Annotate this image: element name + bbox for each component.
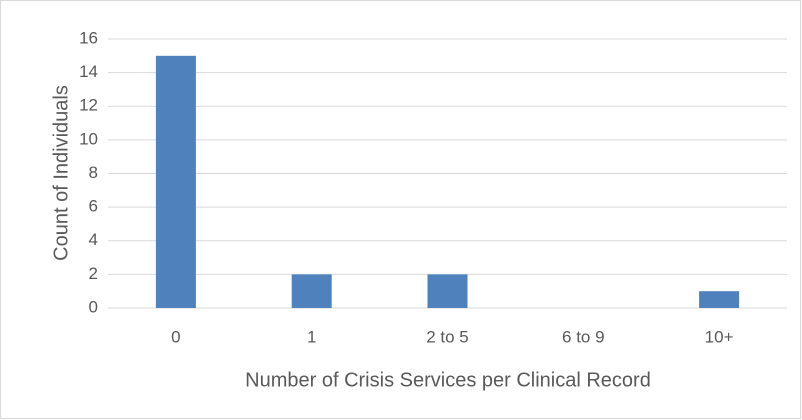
x-tick-label: 10+ bbox=[705, 327, 734, 346]
x-axis-title: Number of Crisis Services per Clinical R… bbox=[245, 369, 651, 391]
x-tick-label: 0 bbox=[171, 327, 180, 346]
y-tick-label: 8 bbox=[89, 163, 98, 182]
bar bbox=[427, 274, 468, 308]
bar bbox=[291, 274, 332, 308]
y-tick-label: 14 bbox=[79, 62, 98, 81]
x-tick-label: 1 bbox=[307, 327, 316, 346]
y-tick-label: 4 bbox=[89, 230, 98, 249]
y-tick-label: 10 bbox=[79, 129, 98, 148]
y-tick-label: 2 bbox=[89, 264, 98, 283]
y-tick-label: 6 bbox=[89, 197, 98, 216]
y-axis-title: Count of Individuals bbox=[50, 85, 72, 261]
x-tick-label: 2 to 5 bbox=[426, 327, 469, 346]
y-tick-label: 12 bbox=[79, 96, 98, 115]
x-tick-label: 6 to 9 bbox=[562, 327, 605, 346]
y-tick-label: 0 bbox=[89, 297, 98, 316]
y-tick-label: 16 bbox=[79, 28, 98, 47]
bar bbox=[155, 55, 196, 308]
bar bbox=[699, 291, 740, 308]
